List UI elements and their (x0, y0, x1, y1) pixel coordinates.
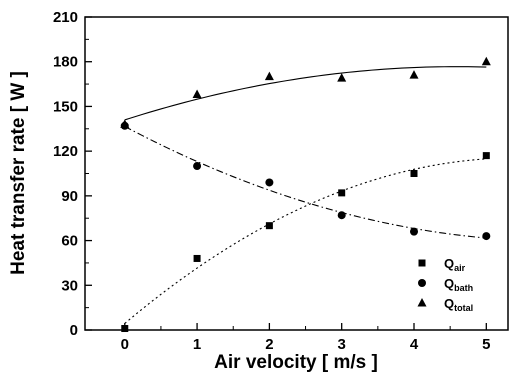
y-tick-label: 120 (53, 143, 78, 160)
marker-air (482, 152, 490, 160)
legend-marker-bath (418, 279, 426, 287)
y-tick-label: 90 (61, 188, 78, 205)
x-tick-label: 0 (121, 336, 129, 353)
legend-label-bath: Qbath (444, 276, 473, 293)
data-markers (120, 56, 491, 333)
y-axis-title: Heat transfer rate [ W ] (8, 71, 29, 275)
marker-air (193, 254, 201, 262)
marker-total (409, 70, 419, 79)
legend-marker-air (418, 259, 426, 267)
x-axis-title: Air velocity [ m/s ] (214, 352, 378, 373)
marker-total (337, 73, 347, 82)
legend-label-air: Qair (444, 256, 466, 273)
marker-bath (482, 232, 491, 241)
x-tick-label: 5 (482, 336, 490, 353)
x-tick-label: 3 (338, 336, 346, 353)
y-tick-label: 60 (61, 233, 78, 250)
fit-curve-air (124, 158, 487, 324)
legend: Qair Qbath Qtotal (417, 256, 473, 313)
y-tick-label: 150 (53, 98, 78, 115)
marker-total (264, 71, 274, 81)
marker-total (120, 119, 130, 128)
marker-bath (410, 227, 418, 236)
legend-marker-total (417, 298, 427, 307)
y-tick-label: 0 (70, 322, 78, 339)
marker-total (192, 89, 202, 99)
fit-curve-bath (124, 125, 487, 239)
ticks: 0 1 2 3 4 5 0 30 60 90 120 150 180 210 (53, 9, 491, 353)
marker-air (338, 189, 346, 197)
marker-air (265, 222, 273, 230)
marker-air (121, 325, 129, 333)
y-tick-label: 30 (61, 277, 78, 294)
x-tick-label: 1 (193, 336, 201, 353)
y-tick-label: 180 (53, 54, 78, 71)
marker-bath (337, 211, 346, 220)
fit-curve-total (124, 66, 487, 121)
fit-curves (124, 66, 487, 324)
legend-label-total: Qtotal (444, 296, 473, 313)
y-tick-label: 210 (53, 9, 78, 26)
marker-air (410, 170, 418, 177)
x-tick-label: 4 (410, 336, 419, 353)
marker-bath (265, 178, 274, 187)
marker-total (481, 56, 491, 66)
marker-bath (193, 162, 202, 171)
x-tick-label: 2 (265, 336, 273, 353)
